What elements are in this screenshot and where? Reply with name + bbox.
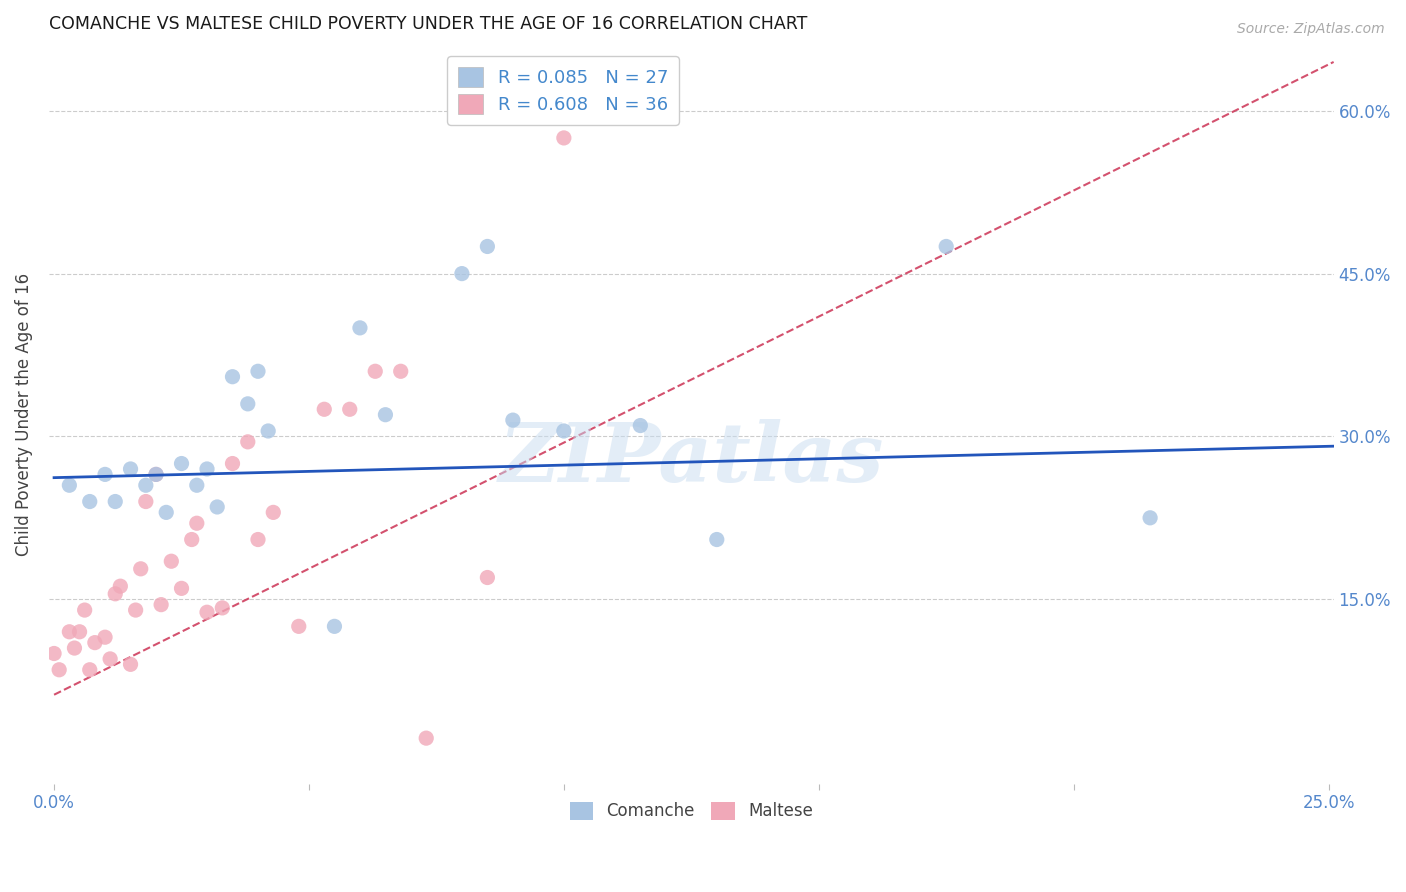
Point xyxy=(195,605,218,619)
Point xyxy=(83,635,105,649)
Point xyxy=(104,494,127,508)
Point xyxy=(110,579,132,593)
Point xyxy=(1139,511,1161,525)
Point xyxy=(349,321,371,335)
Point xyxy=(221,369,243,384)
Point xyxy=(69,624,91,639)
Point xyxy=(79,663,101,677)
Point xyxy=(145,467,167,482)
Point xyxy=(94,467,117,482)
Point xyxy=(389,364,412,378)
Point xyxy=(339,402,361,417)
Point xyxy=(48,663,70,677)
Point xyxy=(246,364,269,378)
Point xyxy=(195,462,218,476)
Point xyxy=(120,462,142,476)
Point xyxy=(135,494,157,508)
Point xyxy=(706,533,728,547)
Point xyxy=(150,598,173,612)
Point xyxy=(135,478,157,492)
Point xyxy=(120,657,142,672)
Point xyxy=(221,457,243,471)
Point xyxy=(477,570,499,584)
Point xyxy=(287,619,309,633)
Point xyxy=(63,641,86,656)
Point xyxy=(124,603,146,617)
Point xyxy=(58,624,80,639)
Point xyxy=(98,652,121,666)
Point xyxy=(374,408,396,422)
Point xyxy=(79,494,101,508)
Legend: Comanche, Maltese: Comanche, Maltese xyxy=(562,795,820,827)
Point xyxy=(104,587,127,601)
Point xyxy=(323,619,346,633)
Point xyxy=(314,402,336,417)
Point xyxy=(73,603,96,617)
Point xyxy=(211,601,233,615)
Point xyxy=(935,239,957,253)
Point xyxy=(42,647,65,661)
Point xyxy=(246,533,269,547)
Point xyxy=(628,418,651,433)
Point xyxy=(451,267,474,281)
Point xyxy=(262,505,284,519)
Point xyxy=(502,413,524,427)
Text: Source: ZipAtlas.com: Source: ZipAtlas.com xyxy=(1237,22,1385,37)
Text: COMANCHE VS MALTESE CHILD POVERTY UNDER THE AGE OF 16 CORRELATION CHART: COMANCHE VS MALTESE CHILD POVERTY UNDER … xyxy=(49,15,807,33)
Point xyxy=(180,533,202,547)
Point xyxy=(155,505,177,519)
Point xyxy=(415,731,437,746)
Point xyxy=(236,434,259,449)
Point xyxy=(236,397,259,411)
Point xyxy=(170,457,193,471)
Point xyxy=(58,478,80,492)
Point xyxy=(364,364,387,378)
Point xyxy=(170,582,193,596)
Point xyxy=(145,467,167,482)
Point xyxy=(186,516,208,531)
Point xyxy=(477,239,499,253)
Point xyxy=(553,424,575,438)
Point xyxy=(94,630,117,644)
Point xyxy=(160,554,183,568)
Point xyxy=(205,500,228,514)
Point xyxy=(257,424,280,438)
Y-axis label: Child Poverty Under the Age of 16: Child Poverty Under the Age of 16 xyxy=(15,273,32,557)
Point xyxy=(129,562,152,576)
Point xyxy=(186,478,208,492)
Point xyxy=(553,131,575,145)
Text: ZIPatlas: ZIPatlas xyxy=(499,419,884,499)
